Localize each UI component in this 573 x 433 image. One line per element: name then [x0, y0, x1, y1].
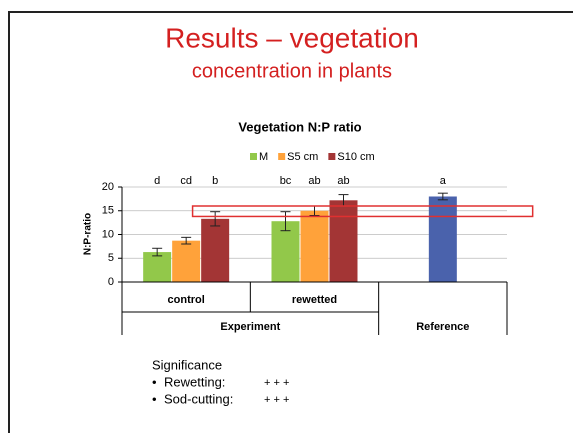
y-tick-label: 20 — [102, 181, 114, 193]
significance-letter: bc — [280, 175, 292, 187]
slide-subtitle: concentration in plants — [192, 60, 392, 82]
significance-letter: ab — [308, 175, 320, 187]
significance-letter: a — [440, 175, 447, 187]
bar — [271, 221, 300, 282]
y-axis-label: N:P-ratio — [83, 213, 94, 255]
bullet: • — [152, 374, 157, 389]
bullet: • — [152, 391, 157, 406]
legend-swatch — [250, 153, 257, 160]
y-tick-label: 5 — [108, 252, 114, 264]
highlight-band — [191, 205, 534, 218]
significance-factor: Rewetting: — [164, 374, 225, 389]
legend-swatch — [328, 153, 336, 160]
bar — [143, 252, 172, 282]
significance-level: + + + — [264, 377, 289, 389]
group-label: Reference — [416, 321, 469, 333]
significance-level: + + + — [264, 394, 289, 406]
significance-letter: cd — [180, 175, 192, 187]
legend-label: S10 cm — [337, 151, 374, 163]
y-tick-label: 10 — [102, 228, 114, 240]
significance-letter: b — [212, 175, 218, 187]
bar — [329, 200, 358, 282]
y-tick-label: 0 — [108, 276, 114, 288]
legend-label: M — [259, 151, 268, 163]
bar — [201, 218, 230, 282]
significance-factor: Sod-cutting: — [164, 391, 233, 406]
slide-title: Results – vegetation — [165, 22, 419, 53]
legend-swatch — [278, 153, 286, 160]
significance-letter: ab — [337, 175, 349, 187]
significance-heading: Significance — [152, 357, 222, 372]
bar — [172, 240, 201, 282]
bar — [428, 196, 457, 282]
chart-title: Vegetation N:P ratio — [238, 119, 361, 134]
bar — [300, 210, 329, 282]
x-tick-label: rewetted — [292, 294, 337, 306]
group-label: Experiment — [220, 321, 280, 333]
y-tick-label: 15 — [102, 205, 114, 217]
x-tick-label: control — [168, 294, 205, 306]
significance-letter: d — [154, 175, 160, 187]
legend-label: S5 cm — [287, 151, 318, 163]
